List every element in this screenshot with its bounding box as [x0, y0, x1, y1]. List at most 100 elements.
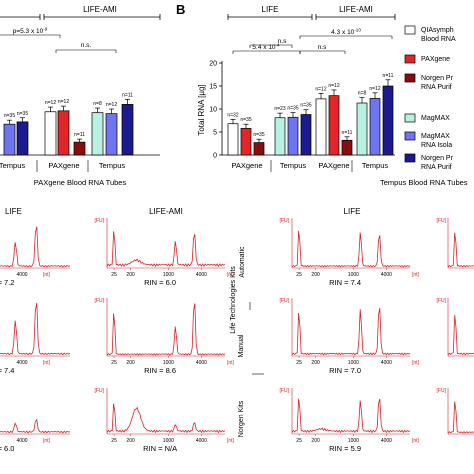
bar [315, 98, 327, 156]
bar [253, 142, 265, 156]
n-label: n=12 [45, 100, 56, 106]
ep-tick-label: 4000 [16, 272, 27, 278]
n-label: n=35 [300, 103, 311, 109]
ep-r1-c2-trace [291, 230, 411, 268]
p-value-label: n.s. [81, 42, 92, 49]
ep-r3-c0-trace [0, 418, 71, 434]
bar [287, 116, 299, 156]
ep-r2-c0-rin-label: RIN = 7.4 [0, 366, 14, 375]
ep-tick-label: 4000 [16, 438, 27, 444]
ep-r2-c2-rin-label: RIN = 7.0 [329, 366, 361, 375]
n-label: n=12 [369, 86, 380, 92]
row-label-manual: Manual [238, 334, 245, 357]
ep-r1-c1-tick-label: 25 [111, 272, 117, 278]
panel-label-b: B [176, 2, 185, 17]
n-label: n=35 [253, 132, 264, 138]
n-label: n=12 [106, 102, 117, 108]
n-label: n=35 [17, 111, 28, 117]
n-label: n=12 [315, 86, 326, 92]
n-label: n=8 [93, 101, 102, 107]
bar [274, 117, 286, 156]
ep-r1-c1-tick-label: 4000 [196, 272, 207, 278]
ep-col-title: LIFE [5, 207, 22, 216]
legend-swatch [404, 54, 416, 64]
group-label: Tempus [362, 161, 389, 170]
ep-r1-c1-fu-label: [FU] [95, 218, 105, 224]
group-label: Tempus [280, 161, 307, 170]
legend-label: RNA Isola [421, 142, 452, 149]
legend-label: RNA Purif [421, 164, 452, 171]
ep-r1-c2-nt-label: [nt] [412, 272, 420, 278]
ep-r3-c1-nt-label: [nt] [227, 438, 235, 444]
ep-r1-c2-tick-label: 200 [311, 272, 320, 278]
ep-r1-c1-nt-label: [nt] [227, 272, 235, 278]
group-label: PAXgene [231, 161, 262, 170]
ep-r3-c2-fu-label: [FU] [280, 388, 290, 394]
bar [105, 113, 118, 156]
ep-r1-c2-rin-label: RIN = 7.4 [329, 278, 361, 287]
p-value-label: 5.4 x 10-4 [252, 43, 280, 52]
ep-r1-c2-fu-label: [FU] [280, 218, 290, 224]
bar [121, 104, 134, 156]
n-label: n=35 [240, 117, 251, 123]
n-label: n=35 [287, 106, 298, 112]
legend-label: MagMAX [421, 133, 450, 140]
ep-r2-c2-trace [291, 308, 411, 356]
legend-label: RNA Purif [421, 84, 452, 91]
n-label: n=12 [328, 83, 339, 89]
ep-r3-c1-rin-label: RIN = N/A [143, 444, 177, 453]
ep-r2-c0-trace [0, 302, 71, 356]
ep-r1-c3-trace [447, 232, 474, 268]
ep-r2-c1-rin-label: RIN = 8.6 [144, 366, 176, 375]
n-label: n=32 [227, 112, 238, 118]
y-tick-label: 15 [209, 84, 217, 91]
ep-r3-c3-fu-label: [FU] [437, 388, 447, 394]
p-value-label: p=5.3 x 10-9 [13, 27, 48, 36]
legend-label: PAXgene [421, 56, 450, 63]
ep-r3-c3-trace [447, 401, 474, 434]
row-label-life-technologies: Life Technologies Kits [230, 266, 237, 334]
ep-r2-c1-tick-label: 200 [126, 360, 135, 366]
n-label: n=11 [383, 73, 394, 79]
bar [369, 98, 381, 156]
ep-col-title: LIFE [344, 207, 361, 216]
row-label-norgen: Norgen Kits [238, 400, 245, 437]
bracket-label-life-ami: LIFE-AMI [339, 5, 373, 14]
ep-r3-c1-tick-label: 4000 [196, 438, 207, 444]
p-value-label: n.s [278, 38, 287, 45]
bar [16, 121, 29, 156]
bar [57, 110, 70, 156]
ep-r1-c2-tick-label: 25 [296, 272, 302, 278]
ep-tick-label: 4000 [16, 360, 27, 366]
ep-r2-c2-tick-label: 200 [311, 360, 320, 366]
p-value-label: 4.3 x 10-10 [331, 28, 361, 37]
legend-label: MagMAX [421, 115, 450, 122]
bar [356, 102, 368, 156]
bar [300, 114, 312, 156]
ep-r3-c2-trace [291, 398, 411, 434]
ep-r2-c2-tick-label: 4000 [381, 360, 392, 366]
ep-r3-c2-nt-label: [nt] [412, 438, 420, 444]
ep-nt-label: [nt] [43, 272, 51, 278]
ep-r2-c3-fu-label: [FU] [437, 298, 447, 304]
bracket-label-life: LIFE [262, 5, 279, 14]
ep-r1-c0-trace [0, 226, 71, 268]
ep-r3-c1-tick-label: 25 [111, 438, 117, 444]
ep-r2-c1-tick-label: 4000 [196, 360, 207, 366]
legend-label: Blood RNA [421, 36, 456, 43]
n-label: n=11 [122, 92, 133, 98]
legend-swatch [404, 113, 416, 123]
row-label-automatic: Automatic [239, 246, 246, 278]
ep-r2-c2-nt-label: [nt] [412, 360, 420, 366]
y-tick-label: 5 [213, 130, 217, 137]
bar [227, 123, 239, 156]
ep-r3-c1-tick-label: 1000 [163, 438, 174, 444]
ep-r3-c1-tick-label: 200 [126, 438, 135, 444]
ep-r2-c2-fu-label: [FU] [280, 298, 290, 304]
ep-r2-c3-trace [447, 315, 474, 356]
ep-r3-c1-trace [106, 403, 226, 434]
